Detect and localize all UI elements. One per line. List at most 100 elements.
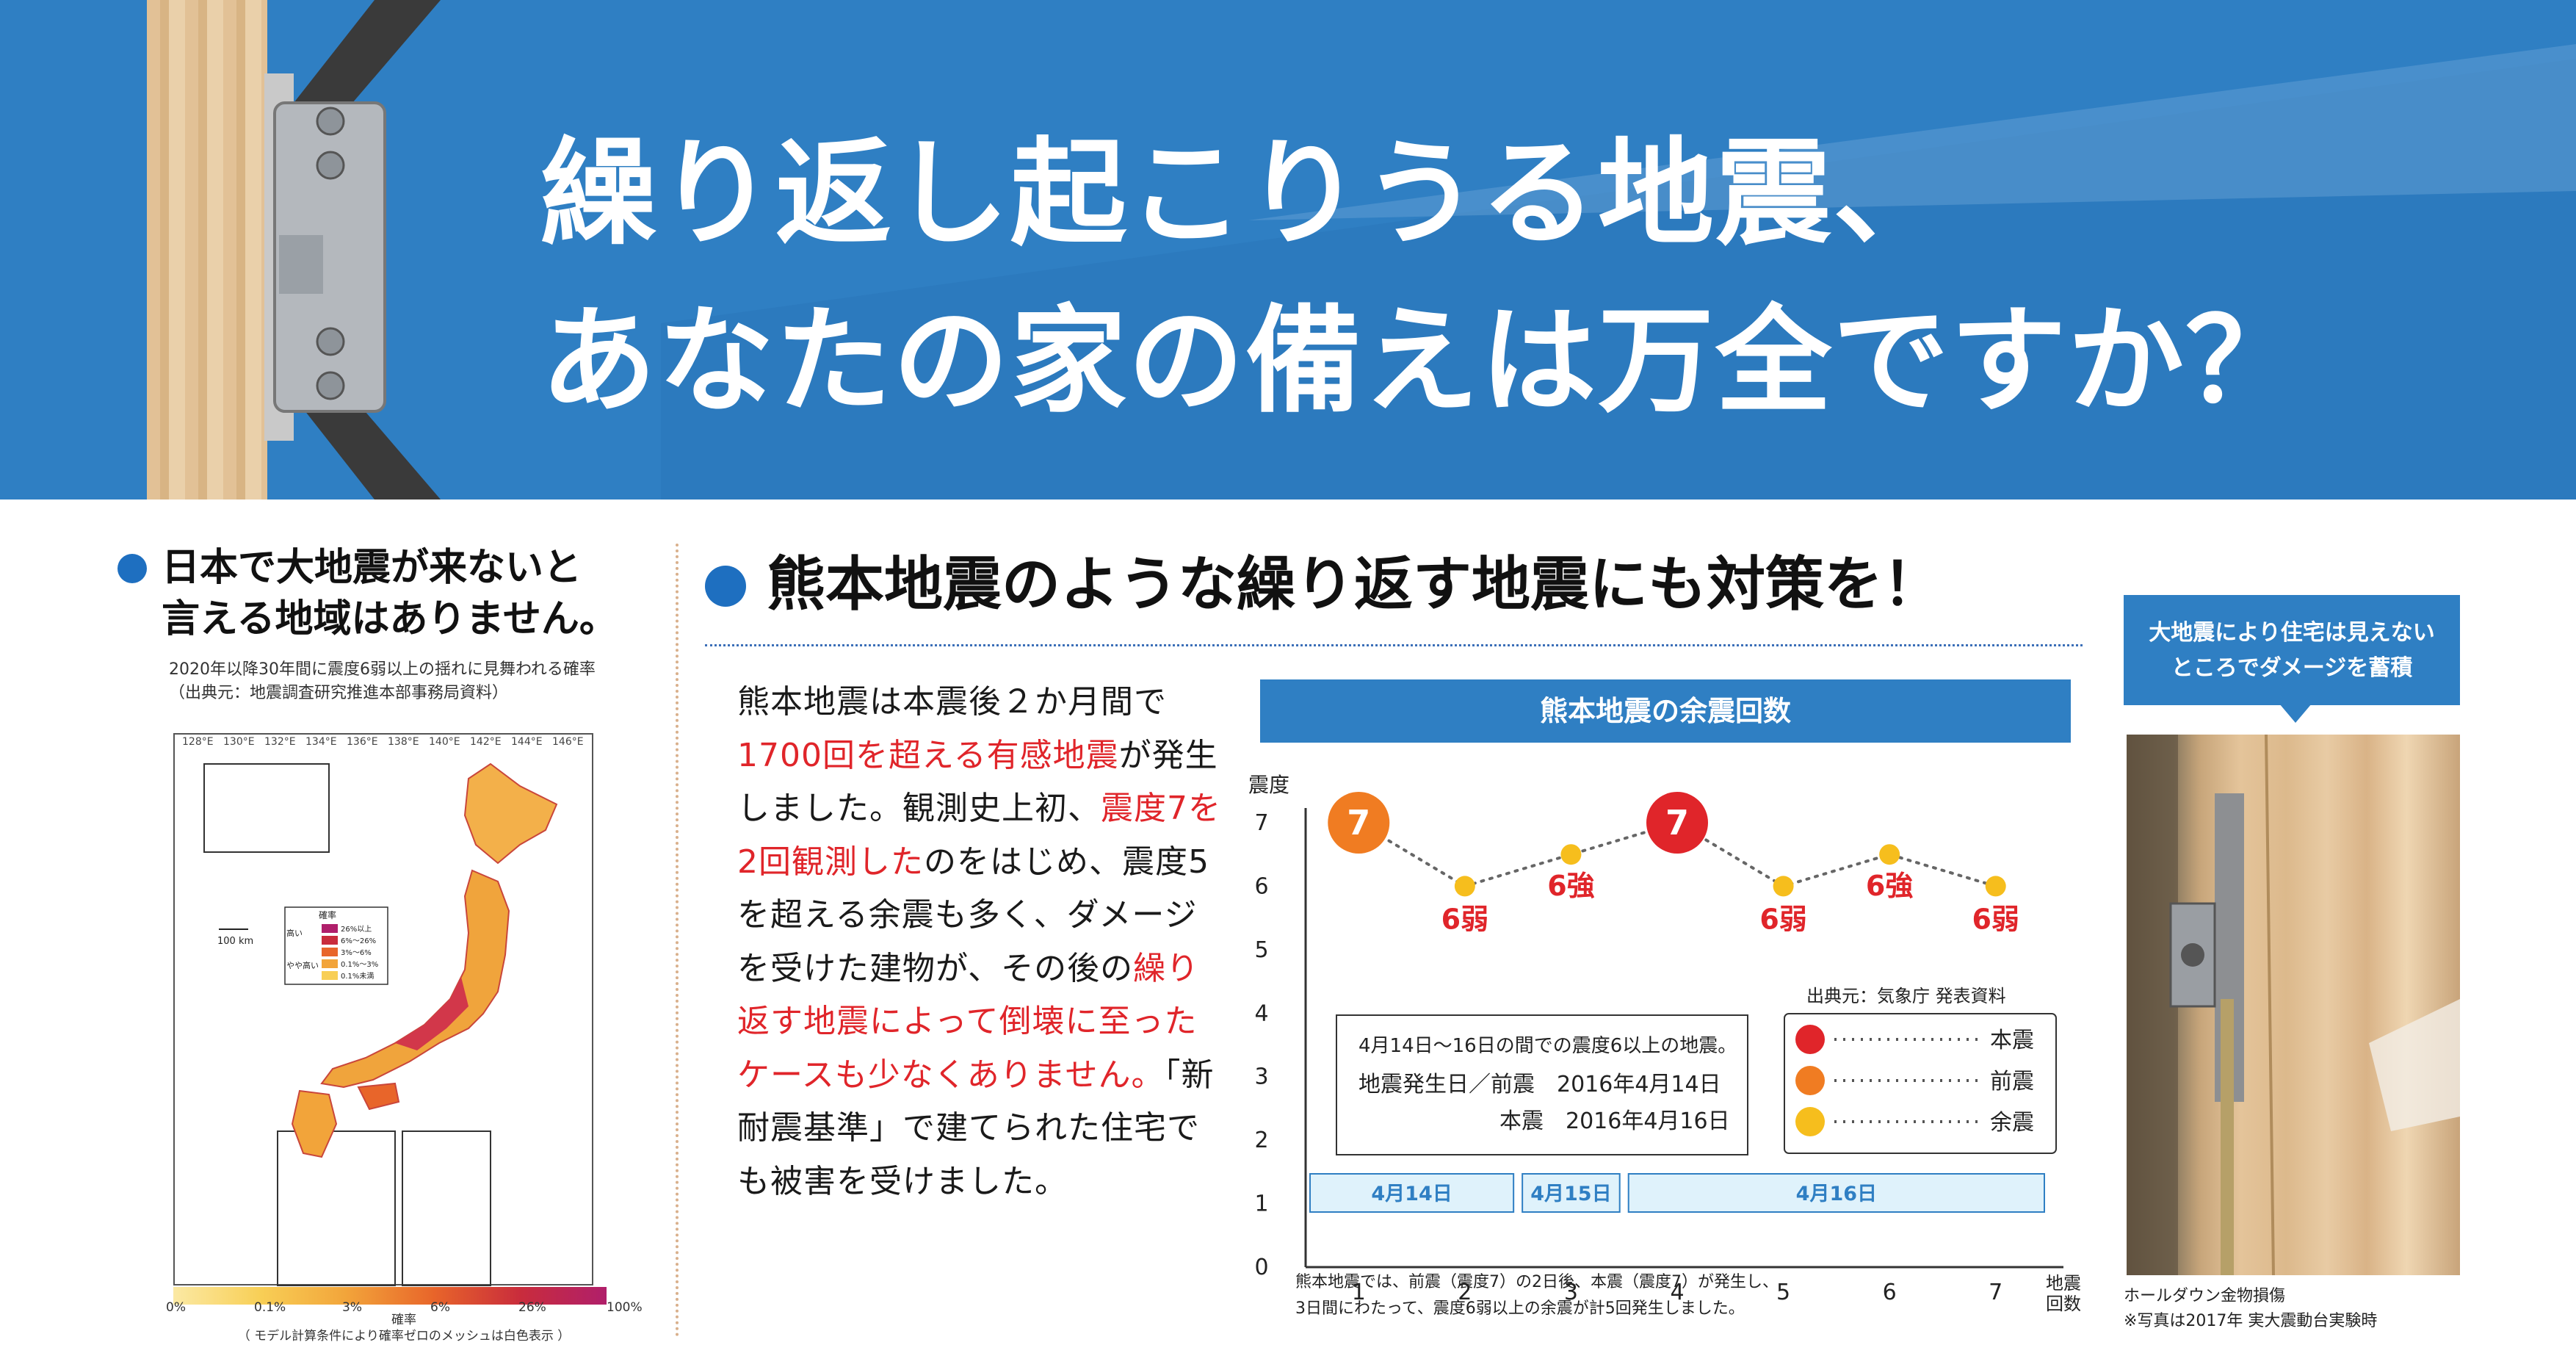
- map-latitude-label: 38°N: [175, 975, 176, 987]
- center-heading-text: 熊本地震のような繰り返す地震にも対策を！: [767, 550, 1942, 619]
- y-tick-label: 6: [1254, 873, 1268, 899]
- data-point: [1646, 792, 1708, 854]
- map-longitude-label: 132°E: [264, 736, 296, 748]
- legend-label: 本震: [1990, 1028, 2034, 1053]
- probability-tick-label: 26%: [518, 1300, 546, 1315]
- body-text-run: のをはじめ、震度5を超える余震も多く、ダメージを受けた建物が、その後の: [737, 843, 1209, 987]
- data-point: [1328, 792, 1390, 854]
- map-legend-swatch: [322, 948, 338, 956]
- japan-map-graphic: 128°E 130°E 132°E 134°E 136°E 138°E 140°E 142°E…: [150, 736, 584, 1286]
- map-subtitle: 2020年以降30年間に震度6弱以上の揺れに見舞われる確率 （出典元：地震調査研…: [169, 658, 596, 705]
- left-section-heading: 日本で大地震が来ないと 言える地域はありません。: [117, 542, 618, 645]
- callout-pointer: [2279, 704, 2312, 723]
- title-line-2: あなたの家の備えは万全ですか？: [540, 294, 2303, 429]
- x-tick-label: 1: [1352, 1280, 1366, 1305]
- damage-callout: 大地震により住宅は見えない ところでダメージを蓄積: [2124, 595, 2460, 705]
- map-legend-item: 3%～6%: [341, 949, 372, 957]
- info-box-line-1: 4月14日～16日の間での震度6以上の地震。: [1358, 1035, 1737, 1057]
- probability-color-bar: [173, 1287, 607, 1305]
- y-tick-label: 3: [1254, 1064, 1268, 1090]
- highlight-text: 1700回を超える有感地震: [737, 736, 1119, 774]
- map-legend-swatch: [322, 971, 338, 980]
- probability-bar-segment: [173, 1287, 261, 1305]
- page-title: 繰り返し起こりうる地震、 あなたの家の備えは万全ですか？: [540, 110, 2303, 445]
- x-tick-label: 3: [1564, 1280, 1578, 1305]
- map-subtitle-line-2: （出典元：地震調査研究推進本部事務局資料）: [169, 684, 509, 702]
- probability-bar-segment: [260, 1287, 347, 1305]
- probability-tick-label: 6%: [430, 1300, 450, 1315]
- y-tick-label: 0: [1254, 1255, 1268, 1280]
- probability-tick-label: 0.1%: [254, 1300, 286, 1315]
- chart-legend-box: [1784, 1013, 2057, 1154]
- probability-ticks: 0% 0.1% 3% 6% 26% 100%: [166, 1293, 643, 1315]
- map-longitude-label: 130°E: [223, 736, 255, 748]
- legend-marker: [1795, 1025, 1825, 1054]
- chart-footnote-line-1: 熊本地震では、前震（震度7）の2日後、本震（震度7）が発生し、: [1295, 1273, 1779, 1291]
- chart-footnote-line-2: 3日間にわたって、震度6弱以上の余震が計5回発生しました。: [1295, 1299, 1745, 1318]
- map-legend-level-mid: やや高い: [286, 960, 319, 970]
- chart-title: 熊本地震の余震回数: [1260, 679, 2071, 743]
- heading-rule: [705, 644, 2083, 646]
- column-divider: [676, 544, 679, 1337]
- y-tick-label: 2: [1254, 1128, 1268, 1153]
- x-tick-label: 5: [1776, 1280, 1790, 1305]
- map-legend-level-high: 高い: [286, 928, 303, 938]
- map-longitude-label: 142°E: [470, 736, 502, 748]
- callout-line-1: 大地震により住宅は見えない: [2149, 620, 2435, 646]
- data-label: 6強: [1547, 870, 1594, 902]
- map-legend-label: 確率: [391, 1313, 416, 1327]
- inset-box-ogasawara: [402, 1130, 491, 1286]
- body-paragraph: 熊本地震は本震後２か月間で 1700回を超える有感地震が発生しました。観測史上初、…: [737, 676, 1222, 1208]
- map-longitude-label: 144°E: [511, 736, 543, 748]
- date-band: [1309, 1173, 1515, 1213]
- info-box: [1336, 1014, 1748, 1155]
- map-latitude-label: 42°N: [175, 858, 176, 870]
- y-tick-label: 7: [1254, 810, 1268, 836]
- map-latitude-label: 40°N: [175, 917, 176, 928]
- map-latitude-label: 32°N: [175, 1152, 176, 1164]
- probability-tick-label: 0%: [166, 1300, 186, 1315]
- data-label: 6強: [1866, 870, 1913, 902]
- x-tick-label: 6: [1883, 1280, 1897, 1305]
- photo-caption: ホールダウン金物損傷: [2124, 1287, 2286, 1305]
- x-axis-label: 地震回数: [2046, 1273, 2081, 1314]
- japan-hazard-map: 128°E 130°E 132°E 134°E 136°E 138°E 140°E 142°E…: [150, 733, 593, 1286]
- body-text-run: 「新耐震基準」で建てられた住宅でも被害を受けました。: [737, 1056, 1215, 1200]
- data-label: 7: [1347, 803, 1370, 843]
- map-longitude-label: 134°E: [305, 736, 337, 748]
- map-latitude-label: 46°N: [175, 740, 176, 752]
- map-legend-swatch: [322, 924, 338, 933]
- kyushu-shape: [291, 1089, 338, 1158]
- data-point: [1985, 876, 2006, 897]
- map-latitude-label: 30°N: [175, 1211, 176, 1222]
- map-latitude-label: 34°N: [175, 1093, 176, 1105]
- probability-bar-segment: [520, 1287, 607, 1305]
- chart-source: 出典元：気象庁 発表資料: [1806, 986, 2006, 1006]
- hold-down-bracket-image: [264, 0, 441, 500]
- hold-down-damage-photo: [2127, 735, 2460, 1275]
- probability-tick-label: 100%: [607, 1300, 643, 1315]
- wood-post-image: [147, 0, 267, 500]
- header-sheen: [661, 44, 2576, 500]
- inset-box-kurils: [203, 763, 330, 853]
- map-longitude-label: 140°E: [429, 736, 460, 748]
- date-band-label: 4月15日: [1530, 1183, 1611, 1205]
- map-longitude-label: 128°E: [182, 736, 214, 748]
- map-legend-item: 0.1%未満: [341, 972, 374, 981]
- map-latitude-label: 28°N: [175, 1269, 176, 1281]
- data-point: [1560, 844, 1582, 865]
- probability-bar-segment: [433, 1287, 521, 1305]
- honshu-high-risk: [395, 977, 468, 1050]
- map-longitude-label: 136°E: [347, 736, 378, 748]
- y-axis-label: 震度: [1248, 773, 1289, 797]
- info-box-line-2: 地震発生日／前震 2016年4月14日: [1358, 1072, 1721, 1097]
- info-box-line-3: 本震 2016年4月16日: [1499, 1108, 1730, 1134]
- y-tick-label: 1: [1254, 1191, 1268, 1217]
- probability-tick-label: 3%: [342, 1300, 362, 1315]
- photo-graphic: [2127, 735, 2460, 1275]
- y-tick-label: 5: [1254, 937, 1268, 963]
- data-point: [1879, 844, 1900, 865]
- map-legend-swatch: [322, 959, 338, 968]
- probability-bar-segment: [347, 1287, 434, 1305]
- title-line-1: 繰り返し起こりうる地震、: [540, 126, 1950, 262]
